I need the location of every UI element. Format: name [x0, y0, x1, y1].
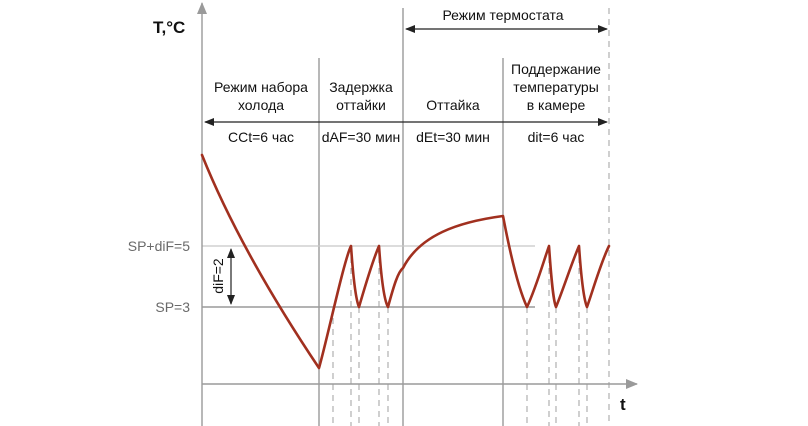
sp-label: SP=3	[155, 299, 190, 315]
phase-delay-line2: оттайки	[336, 97, 386, 113]
phase-maintain-line3: в камере	[527, 97, 586, 113]
phase-delay-param: dAF=30 мин	[322, 129, 401, 145]
thermostat-mode-label: Режим термостата	[442, 7, 563, 23]
phase-defrost-delay: Задержка оттайки dAF=30 мин	[322, 79, 401, 145]
phase-defrost-param: dEt=30 мин	[416, 129, 490, 145]
phase-defrost: Оттайка dEt=30 мин	[416, 97, 490, 145]
x-axis-label: t	[620, 395, 626, 414]
phase-cooling-line2: холода	[238, 97, 284, 113]
phase-maintain-param: dit=6 час	[528, 129, 585, 145]
phase-defrost-line1: Оттайка	[426, 97, 480, 113]
phase-cooling-line1: Режим набора	[214, 79, 308, 95]
phase-maintain-line2: температуры	[513, 79, 599, 95]
phase-cooling: Режим набора холода CCt=6 час	[214, 79, 308, 145]
phase-maintain-line1: Поддержание	[511, 61, 601, 77]
phase-cooling-param: CCt=6 час	[228, 129, 294, 145]
extrema-dashed-lines	[332, 246, 588, 426]
dif-label: diF=2	[210, 258, 226, 294]
phase-maintain: Поддержание температуры в камере dit=6 ч…	[511, 61, 601, 145]
temperature-curve	[200, 153, 611, 370]
phase-delay-line1: Задержка	[329, 79, 393, 95]
sp-dif-label: SP+diF=5	[128, 238, 190, 254]
y-axis-label: T,°C	[153, 18, 185, 37]
